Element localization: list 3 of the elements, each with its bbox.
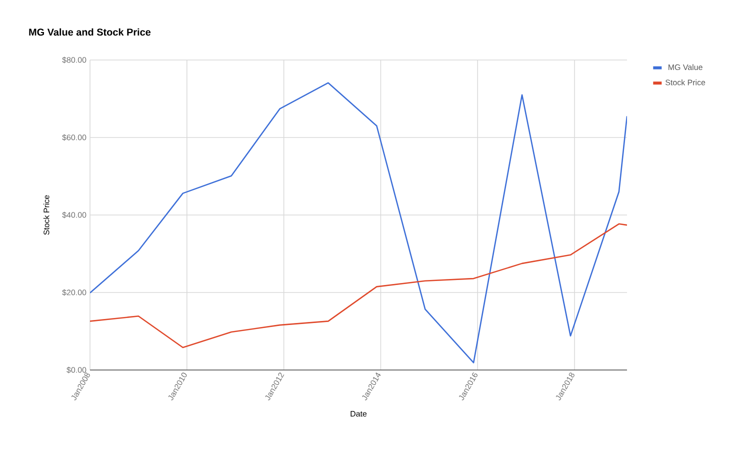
line-series	[90, 82, 628, 364]
line-series	[90, 223, 628, 348]
chart-title: MG Value and Stock Price	[29, 28, 151, 36]
